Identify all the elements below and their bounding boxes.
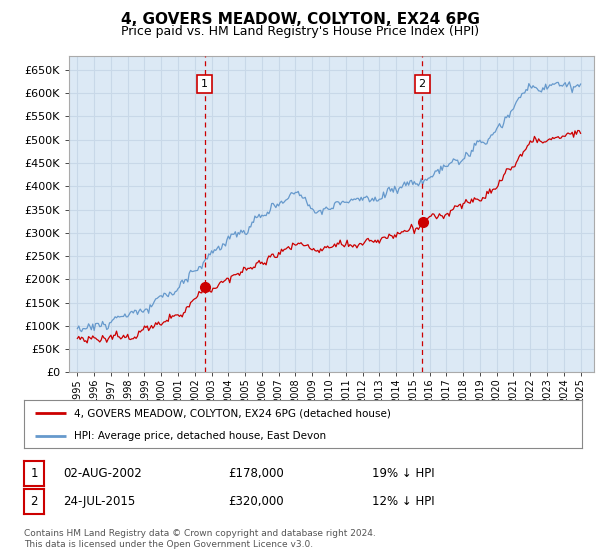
Text: 2: 2 [419,79,425,89]
Text: 12% ↓ HPI: 12% ↓ HPI [372,494,434,508]
Text: 24-JUL-2015: 24-JUL-2015 [63,494,135,508]
Text: £320,000: £320,000 [228,494,284,508]
Text: Price paid vs. HM Land Registry's House Price Index (HPI): Price paid vs. HM Land Registry's House … [121,25,479,38]
Text: 4, GOVERS MEADOW, COLYTON, EX24 6PG: 4, GOVERS MEADOW, COLYTON, EX24 6PG [121,12,479,27]
Text: 1: 1 [201,79,208,89]
Text: 02-AUG-2002: 02-AUG-2002 [63,466,142,480]
Text: 4, GOVERS MEADOW, COLYTON, EX24 6PG (detached house): 4, GOVERS MEADOW, COLYTON, EX24 6PG (det… [74,408,391,418]
Text: £178,000: £178,000 [228,466,284,480]
Text: Contains HM Land Registry data © Crown copyright and database right 2024.: Contains HM Land Registry data © Crown c… [24,529,376,538]
Text: 2: 2 [31,494,38,508]
Text: HPI: Average price, detached house, East Devon: HPI: Average price, detached house, East… [74,431,326,441]
Text: This data is licensed under the Open Government Licence v3.0.: This data is licensed under the Open Gov… [24,540,313,549]
Text: 1: 1 [31,466,38,480]
Text: 19% ↓ HPI: 19% ↓ HPI [372,466,434,480]
